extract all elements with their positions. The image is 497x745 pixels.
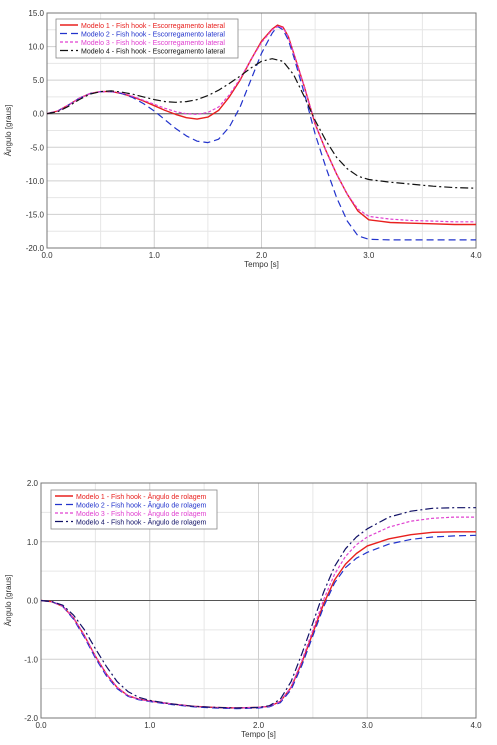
x-tick-label: 0.0 <box>35 721 47 730</box>
y-tick-label: -1.0 <box>24 655 38 664</box>
y-tick-label: 15.0 <box>28 9 44 18</box>
x-tick-label: 3.0 <box>363 251 375 260</box>
legend-label-1: Modelo 1 - Fish hook - Ângulo de rolagem <box>76 492 207 501</box>
lateral-slip-chart: 0.0 1.0 2.0 3.0 4.0 15.0 10.0 5.0 0.0 -5.0 -10.0 -1… <box>4 9 482 269</box>
x-axis-label: Tempo [s] <box>241 730 276 739</box>
legend: Modelo 1 - Fish hook - Ângulo de rolagem… <box>50 489 218 530</box>
y-tick-label: -2.0 <box>24 714 38 723</box>
x-tick-label: 4.0 <box>470 721 482 730</box>
y-axis-label: Ângulo [graus] <box>4 575 13 627</box>
legend-label-2: Modelo 2 - Fish hook - Ângulo de rolagem <box>76 500 207 509</box>
y-tick-label: 2.0 <box>27 479 39 488</box>
legend-label-4: Modelo 4 - Fish hook - Escorregamento la… <box>81 48 225 55</box>
y-tick-label: 5.0 <box>33 76 45 85</box>
x-tick-label: 1.0 <box>149 251 161 260</box>
legend-label-3: Modelo 3 - Fish hook - Escorregamento la… <box>81 40 225 47</box>
y-tick-label: 10.0 <box>28 43 44 52</box>
plot-frame <box>46 12 477 249</box>
y-tick-label: 0.0 <box>33 110 45 119</box>
roll-angle-chart: 0.0 1.0 2.0 3.0 4.0 2.0 1.0 0.0 -1.0 -2.0 Tempo [s… <box>4 479 482 739</box>
legend-label-2: Modelo 2 - Fish hook - Escorregamento la… <box>81 31 225 38</box>
series-line-3 <box>46 25 476 223</box>
x-tick-label: 2.0 <box>256 251 268 260</box>
legend-label-1: Modelo 1 - Fish hook - Escorregamento la… <box>81 23 225 30</box>
x-tick-label: 3.0 <box>362 721 374 730</box>
x-tick-label: 2.0 <box>253 721 265 730</box>
series-line-3 <box>40 516 476 709</box>
series-line-4 <box>46 58 477 189</box>
y-axis-label: Ângulo [graus] <box>4 105 13 157</box>
x-tick-label: 0.0 <box>41 251 53 260</box>
x-axis-label: Tempo [s] <box>244 260 279 269</box>
legend-label-4: Modelo 4 - Fish hook - Ângulo de rolagem <box>76 517 207 526</box>
series-line-4 <box>40 507 476 709</box>
legend-box <box>55 18 239 59</box>
legend-label-3: Modelo 3 - Fish hook - Ângulo de rolagem <box>76 509 207 518</box>
y-tick-label: -10.0 <box>26 177 45 186</box>
x-tick-label: 4.0 <box>470 251 482 260</box>
x-tick-label: 1.0 <box>144 721 156 730</box>
y-tick-label: -15.0 <box>26 210 45 219</box>
y-tick-label: 1.0 <box>27 538 39 547</box>
legend-box <box>50 489 218 530</box>
y-tick-label: -5.0 <box>30 143 44 152</box>
y-tick-label: 0.0 <box>27 597 39 606</box>
legend: Modelo 1 - Fish hook - Escorregamento la… <box>55 18 239 59</box>
y-tick-label: -20.0 <box>26 244 45 253</box>
